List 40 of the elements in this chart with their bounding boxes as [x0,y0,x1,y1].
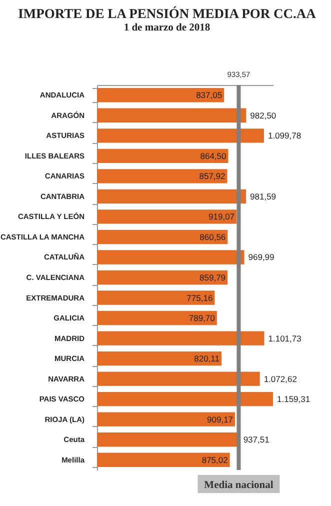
bar [97,128,264,143]
bar [97,452,230,467]
data-label: 919,07 [208,212,235,222]
bar [97,331,264,346]
data-label: 820,11 [194,354,220,364]
bar [97,372,260,386]
data-label: 1.101,73 [268,333,302,344]
bar [97,270,228,285]
data-label: 864,50 [200,150,227,161]
bar [97,230,228,244]
data-label: 909,17 [207,414,234,424]
bar [97,169,228,184]
bar [97,210,237,224]
data-label: 837,05 [196,90,222,100]
data-label: 1.159,31 [277,394,310,404]
bar [97,290,215,305]
bar [97,250,244,264]
bar [97,108,246,122]
bar [97,189,246,204]
bar [97,392,273,406]
data-label: 1.099,78 [268,130,302,141]
ref-line-label: Media nacional [204,480,274,491]
data-label: 1.072,62 [264,374,298,384]
data-label: 982,50 [250,110,276,120]
data-label: 857,92 [199,171,226,182]
chart-title: IMPORTE DE LA PENSIÓN MEDIA POR CC.AA [18,6,316,21]
data-label: 789,70 [188,313,216,324]
data-label: 937,51 [243,434,270,445]
bar [97,148,228,164]
bar [97,88,224,102]
data-label: 969,99 [248,252,275,262]
data-label: 875,02 [202,454,228,465]
data-label: 775,16 [186,292,213,303]
data-label: 981,59 [250,191,276,202]
chart-subtitle: 1 de marzo de 2018 [124,22,210,34]
data-label: 859,79 [200,272,226,282]
data-label: 860,56 [200,232,226,242]
bar [97,310,217,326]
bar [97,351,222,366]
bar [97,412,236,426]
